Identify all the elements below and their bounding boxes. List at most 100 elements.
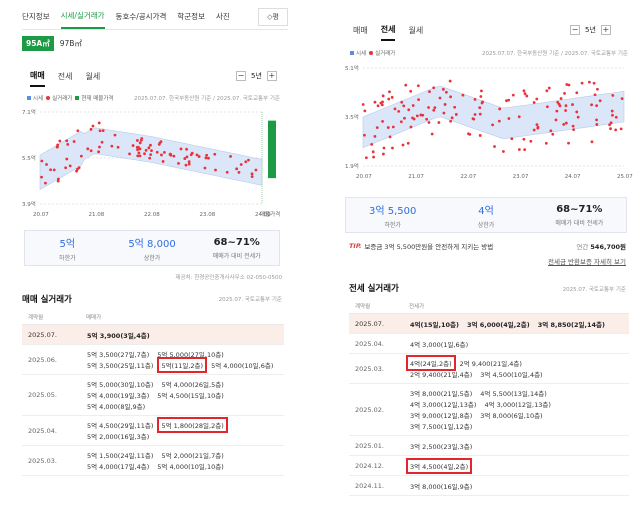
guarantee-detail-link[interactable]: 전세금 반환보증 자세히 보기	[548, 258, 626, 266]
x-tick-label: 매물가격	[260, 210, 280, 218]
period-decrease-button[interactable]: −	[236, 71, 246, 81]
trade-point	[235, 167, 239, 171]
table-row: 2025.04. 4억 3,000(1일,6층)	[349, 334, 629, 354]
table-row: 2025.07. 5억 3,900(3일,4층)	[22, 325, 284, 345]
table-row: 2025.07. 4억(15일,10층) 3억 6,000(4일,2층) 3억 8,8…	[349, 314, 629, 334]
trade-point	[138, 154, 142, 158]
pyeong-toggle-button[interactable]: ◇ 평	[258, 8, 288, 26]
trade-point	[393, 107, 397, 111]
trade-point	[179, 147, 183, 151]
trade-point	[430, 132, 434, 136]
summary-ratio: 68~71% 매매가 대비 전세가	[555, 203, 604, 227]
trade-point	[502, 150, 505, 153]
trade-point	[371, 150, 375, 154]
trade-point	[213, 152, 217, 156]
trade-point	[432, 108, 436, 112]
sale-trade-title: 매매 실거래가	[22, 295, 72, 305]
trade-point	[169, 152, 172, 156]
trade-point	[546, 105, 549, 109]
x-tick-label: 20.07	[33, 212, 49, 218]
trade-point	[56, 177, 60, 181]
trade-point	[40, 175, 43, 179]
nav-complex-info[interactable]: 단지정보	[22, 12, 50, 21]
trade-point	[559, 97, 563, 100]
trade-point	[491, 123, 494, 127]
trade-point	[364, 156, 368, 160]
trade-point	[571, 103, 574, 106]
trade-point	[391, 125, 395, 129]
trade-point	[473, 98, 477, 101]
trade-point	[557, 102, 561, 106]
trade-entry: 4억 5,500(13일,14층)	[480, 390, 547, 398]
nav-school[interactable]: 학군정보	[177, 12, 205, 21]
trade-point	[478, 112, 482, 116]
listing-price-bar	[268, 120, 276, 179]
nav-unit-price[interactable]: 동호수/공시가격	[115, 12, 167, 21]
tab-monthly[interactable]: 월세	[85, 72, 101, 81]
trade-point	[387, 97, 391, 101]
nav-photo[interactable]: 사진	[215, 12, 230, 21]
period-value: 5년	[251, 72, 262, 80]
trade-point	[529, 139, 533, 143]
trade-point	[547, 86, 551, 90]
contract-month: 2025.07.	[355, 319, 384, 328]
tab-sale[interactable]: 매매	[30, 70, 45, 87]
trade-entry: 4억 3,000(12일,13층)	[410, 401, 477, 409]
trade-point	[131, 144, 135, 147]
jeonse-price-chart[interactable]: 5.1억 3.5억 1.9억 20.07 21.07 22.07 23.07 24.07 25.…	[345, 64, 633, 180]
contract-month: 2025.01.	[355, 441, 384, 450]
trade-point	[361, 103, 365, 106]
legend-listing-swatch	[75, 96, 80, 100]
trade-point	[56, 143, 60, 147]
trade-point	[517, 148, 521, 151]
nav-price[interactable]: 시세/실거래가	[60, 10, 105, 29]
x-tick-label: 23.08	[200, 212, 216, 218]
price-range-band	[362, 86, 625, 149]
trade-point	[415, 114, 419, 118]
trade-point	[609, 127, 612, 131]
tab-jeonse[interactable]: 전세	[57, 72, 73, 81]
period-control: − 5년 +	[236, 71, 277, 81]
trade-point	[425, 117, 429, 121]
trade-point	[567, 141, 570, 145]
trade-point	[609, 121, 613, 125]
trade-point	[250, 172, 254, 176]
trade-point	[138, 147, 142, 151]
contract-month: 2025.02.	[355, 405, 384, 414]
y-tick-label: 5.5억	[22, 154, 36, 162]
sale-price-chart[interactable]: 7.1억 5.5억 3.9억 20.07 21.08 22.08 23.08 24.09매물가…	[22, 108, 284, 218]
tab-jeonse[interactable]: 전세	[380, 24, 396, 41]
trade-point	[473, 113, 477, 116]
trade-point	[250, 175, 254, 178]
table-row: 2024.11. 3억 8,000(16일,9층)	[349, 476, 629, 496]
trade-point	[449, 119, 453, 123]
trade-point	[507, 98, 511, 102]
trade-point	[471, 117, 475, 121]
trade-point	[190, 151, 194, 155]
area-option-selected[interactable]: 95A㎡	[22, 36, 54, 51]
trade-point	[388, 135, 392, 139]
trade-point	[610, 109, 614, 113]
y-tick-label: 7.1억	[22, 108, 36, 116]
trade-point	[204, 156, 208, 160]
period-increase-button[interactable]: +	[266, 71, 277, 81]
period-decrease-button[interactable]: −	[570, 25, 580, 35]
contract-month: 2025.05.	[28, 391, 57, 399]
period-increase-button[interactable]: +	[600, 25, 611, 35]
trade-point	[511, 93, 515, 97]
area-option[interactable]: 97B㎡	[59, 39, 82, 48]
trade-point	[595, 123, 599, 126]
table-row: 2025.02. 3억 8,000(21일,5층) 4억 5,500(13일,14층…	[349, 384, 629, 436]
table-row: 2025.04. 5억 4,500(29일,11층) 5억 1,800(28일,2층…	[22, 416, 284, 446]
sale-price-summary: 5억 하한가 5억 8,000 상한가 68~71% 매매가 대비 전세가	[24, 230, 280, 266]
deal-type-tabs: 매매 전세 월세	[30, 70, 113, 87]
tab-monthly[interactable]: 월세	[408, 26, 424, 35]
trade-point	[427, 121, 431, 124]
trade-point	[386, 126, 390, 129]
trade-entry: 3억 4,500(10일,4층)	[480, 371, 543, 379]
trade-point	[433, 106, 437, 110]
trade-point	[244, 160, 248, 164]
trade-point	[64, 166, 68, 170]
tab-sale[interactable]: 매매	[353, 26, 368, 35]
jeonse-price-summary: 3억 5,500 하한가 4억 상한가 68~71% 매매가 대비 전세가	[345, 197, 627, 233]
